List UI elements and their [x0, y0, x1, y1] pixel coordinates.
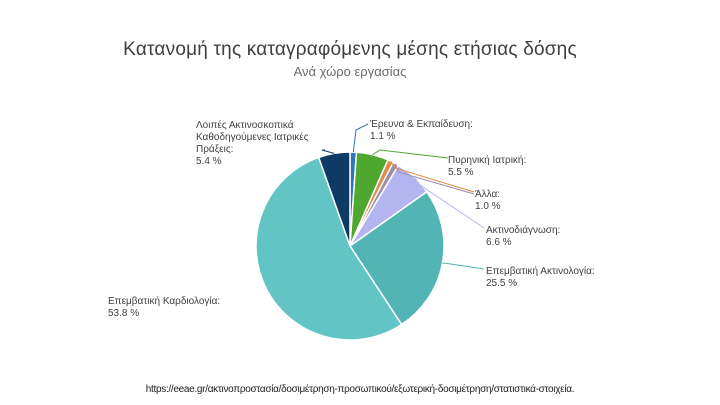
leader-line	[413, 176, 485, 229]
label-research-education: Έρευνα & Εκπαίδευση: 1.1 %	[370, 119, 473, 143]
slice-label-text: Ακτινοδιάγνωση:	[486, 225, 561, 236]
leader-line	[395, 163, 475, 195]
label-interventional-cardiology: Επεμβατική Καρδιολογία: 53.8 %	[108, 296, 220, 320]
source-url: https://eeae.gr/ακτινοπροστασία/δοσιμέτρ…	[145, 384, 575, 395]
leader-line	[352, 123, 369, 153]
pie-slices	[255, 151, 445, 341]
slice-label-value: 5.4 %	[196, 156, 222, 167]
leader-lines	[321, 123, 485, 270]
slice-label-text: Επεμβατική Ακτινολογία:	[486, 266, 595, 277]
pie-slice	[255, 156, 403, 341]
slice-label-value: 25.5 %	[486, 278, 518, 289]
slice-label-value: 1.1 %	[370, 131, 396, 142]
leader-line	[372, 149, 449, 159]
slice-label-text: Λοιπές Ακτινοσκοπικά Καθοδηγούμενες Ιατρ…	[196, 120, 309, 155]
slice-label-text: Άλλα:	[475, 189, 501, 200]
slice-label-text: Πυρηνική Ιατρική:	[448, 155, 527, 166]
label-radiodiagnosis: Ακτινοδιάγνωση: 6.6 %	[486, 225, 560, 249]
label-interventional-radiology: Επεμβατική Ακτινολογία: 25.5 %	[486, 266, 595, 290]
label-other-fluoroscopy-procedures: Λοιπές Ακτινοσκοπικά Καθοδηγούμενες Ιατρ…	[196, 120, 346, 168]
pie-slice	[348, 190, 445, 326]
slice-label-value: 53.8 %	[108, 308, 140, 319]
chart-title: Κατανομή της καταγραφόμενης μέσης ετήσια…	[123, 39, 577, 60]
leader-line	[390, 160, 475, 193]
label-nuclear-medicine: Πυρηνική Ιατρική: 5.5 %	[448, 155, 526, 179]
slice-label-text: Επεμβατική Καρδιολογία:	[108, 296, 221, 307]
chart-subtitle: Ανά χώρο εργασίας	[293, 64, 407, 79]
slice-label-text: Έρευνα & Εκπαίδευση:	[370, 119, 473, 130]
slice-label-value: 6.6 %	[486, 237, 512, 248]
slice-label-value: 5.5 %	[448, 167, 474, 178]
leader-line	[442, 262, 485, 270]
slice-label-value: 1.0 %	[475, 201, 501, 212]
label-other: Άλλα: 1.0 %	[475, 189, 501, 213]
leader-line	[321, 149, 335, 154]
